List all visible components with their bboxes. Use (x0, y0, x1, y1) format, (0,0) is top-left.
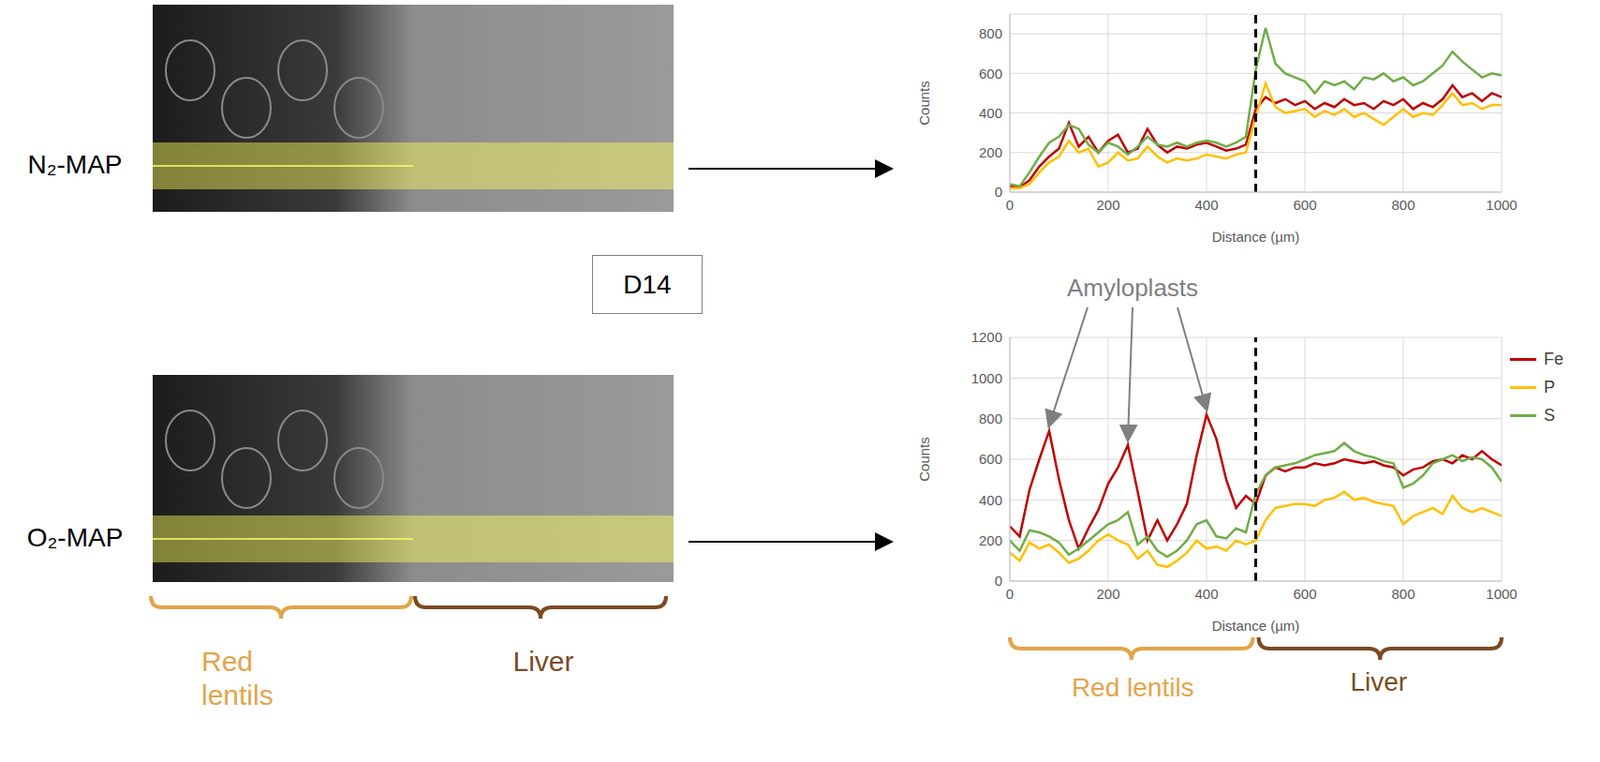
html-text:D14: D14 (623, 269, 672, 299)
svg-text:400: 400 (978, 104, 1003, 121)
svg-text:1000: 1000 (1485, 585, 1517, 602)
svg-text:Distance (µm): Distance (µm) (1212, 617, 1301, 634)
html-text:Liver: Liver (1350, 666, 1408, 697)
svg-text:0: 0 (1006, 196, 1014, 213)
svg-text:1000: 1000 (1485, 196, 1517, 213)
svg-text:0: 0 (994, 572, 1003, 589)
svg-text:400: 400 (1194, 585, 1218, 602)
svg-text:Counts: Counts (916, 436, 933, 482)
svg-text:600: 600 (978, 65, 1003, 82)
svg-text:0: 0 (1006, 585, 1014, 602)
svg-text:1200: 1200 (971, 328, 1003, 345)
svg-text:800: 800 (978, 25, 1003, 42)
html-text:O₂-MAP: O₂-MAP (26, 522, 123, 552)
html-text:Liver: Liver (512, 645, 574, 677)
svg-text:Counts: Counts (916, 80, 933, 126)
html-text:N₂-MAP: N₂-MAP (27, 149, 123, 179)
html-text:Amyloplasts: Amyloplasts (1066, 273, 1199, 302)
svg-text:800: 800 (978, 410, 1003, 427)
svg-text:200: 200 (1096, 585, 1120, 602)
svg-text:Distance (µm): Distance (µm) (1212, 228, 1301, 245)
svg-text:800: 800 (1391, 585, 1415, 602)
svg-text:600: 600 (1292, 585, 1317, 602)
html-text:Red lentils: Red lentils (201, 645, 274, 711)
svg-text:200: 200 (978, 144, 1003, 161)
svg-text:600: 600 (978, 450, 1003, 467)
html-text:Fe: Fe (1543, 348, 1564, 368)
svg-text:600: 600 (1292, 196, 1317, 213)
svg-text:200: 200 (978, 532, 1003, 549)
svg-text:400: 400 (978, 491, 1003, 508)
html-text:S: S (1543, 405, 1556, 424)
svg-text:800: 800 (1391, 196, 1415, 213)
svg-text:200: 200 (1096, 196, 1120, 213)
html-text:P: P (1543, 377, 1556, 396)
svg-text:1000: 1000 (971, 370, 1003, 386)
html-text:Red lentils: Red lentils (1071, 672, 1195, 702)
svg-text:400: 400 (1194, 196, 1218, 213)
svg-text:0: 0 (994, 183, 1003, 200)
